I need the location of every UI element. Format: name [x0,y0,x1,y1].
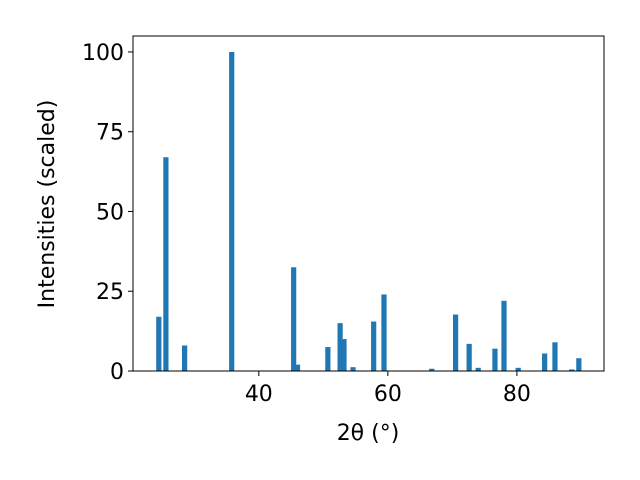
y-tick-label: 25 [96,280,124,305]
y-tick-label: 0 [110,360,124,385]
bar [569,369,575,371]
y-axis-label: Intensities (scaled) [35,100,60,309]
bar [429,368,435,371]
x-axis-label: 2θ (°) [337,421,400,446]
bar [466,343,472,371]
bar [576,358,582,371]
bar [453,314,459,371]
y-tick-label: 100 [82,41,124,66]
bar [294,364,301,371]
bar [350,367,356,371]
bar [291,267,297,371]
bar [341,339,347,371]
bar [163,157,169,371]
y-tick-label: 50 [96,200,124,225]
bar [381,294,387,371]
bar [475,367,481,371]
bar [182,345,188,371]
bar [515,367,521,371]
y-tick-label: 75 [96,121,124,146]
bar [229,51,235,371]
bar [337,323,343,371]
bar [492,348,498,371]
bar [552,342,558,371]
bar [325,347,331,371]
bar [156,316,162,371]
bar [542,353,548,371]
x-tick-label: 60 [374,382,402,407]
x-tick-label: 80 [503,382,531,407]
bar [501,300,507,371]
bar [371,321,377,371]
x-tick-label: 40 [245,382,273,407]
plot-frame [132,35,605,372]
